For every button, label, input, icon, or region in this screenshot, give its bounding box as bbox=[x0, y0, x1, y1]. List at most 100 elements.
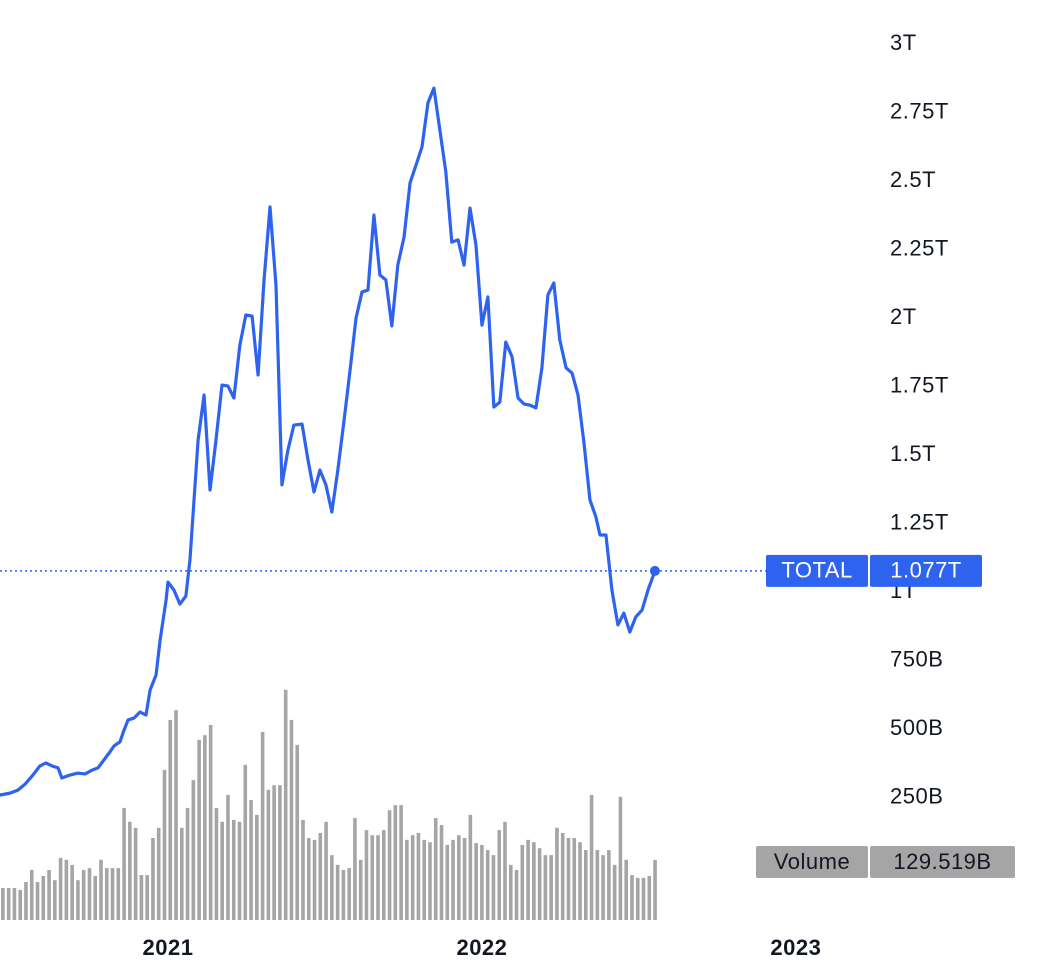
volume-bar bbox=[99, 859, 103, 920]
volume-bar bbox=[289, 719, 294, 920]
volume-bar bbox=[306, 838, 311, 920]
volume-bar bbox=[445, 844, 450, 920]
value-label: 129.519B bbox=[893, 849, 991, 874]
volume-bar bbox=[255, 814, 259, 920]
volume-bar bbox=[29, 869, 34, 920]
volume-bar bbox=[399, 805, 403, 920]
label-box bbox=[870, 846, 1015, 878]
volume-bar bbox=[35, 882, 40, 920]
volume-bar bbox=[433, 818, 438, 920]
volume-bar bbox=[520, 844, 525, 920]
volume-bar bbox=[41, 875, 46, 920]
volume-bar bbox=[474, 843, 478, 920]
volume-bar bbox=[485, 850, 490, 920]
volume-bar bbox=[318, 832, 323, 920]
volume-bar bbox=[133, 827, 138, 920]
volume-bar bbox=[370, 835, 375, 920]
volume-bar bbox=[381, 830, 386, 920]
volume-bar bbox=[641, 877, 646, 920]
volume-bar bbox=[560, 832, 565, 920]
label-box bbox=[870, 554, 982, 587]
volume-bar bbox=[514, 869, 519, 920]
volume-bar bbox=[566, 838, 571, 920]
y-tick-label: 1.25T bbox=[890, 509, 949, 534]
volume-bar bbox=[451, 839, 455, 920]
volume-bar bbox=[214, 807, 219, 920]
volume-bar bbox=[162, 769, 167, 920]
volume-bar bbox=[353, 818, 357, 920]
y-tick-label: 2.25T bbox=[890, 235, 949, 260]
volume-bar bbox=[18, 889, 22, 920]
volume-bar bbox=[491, 855, 496, 920]
volume-bar bbox=[630, 875, 634, 920]
label-box bbox=[766, 554, 868, 587]
volume-bar bbox=[468, 814, 473, 920]
volume-bar bbox=[607, 850, 611, 920]
volume-bar bbox=[12, 888, 17, 920]
volume-bar bbox=[1, 888, 5, 920]
volume-bar bbox=[168, 719, 173, 920]
volume-bar bbox=[376, 835, 380, 920]
volume-bar bbox=[653, 860, 657, 920]
volume-bar bbox=[260, 731, 265, 920]
volume-bar bbox=[508, 864, 513, 920]
volume-bar bbox=[272, 785, 276, 920]
volume-bar bbox=[197, 739, 201, 920]
volume-bar bbox=[104, 868, 109, 920]
volume-bar bbox=[462, 838, 467, 920]
volume-bar bbox=[618, 796, 623, 920]
volume-bar bbox=[439, 825, 444, 920]
volume-bar bbox=[497, 830, 502, 920]
last-point bbox=[649, 565, 660, 576]
volume-bar bbox=[93, 875, 98, 920]
volume-bar bbox=[583, 850, 588, 920]
volume-bar bbox=[24, 882, 28, 920]
volume-bar bbox=[503, 821, 507, 920]
volume-bar bbox=[589, 794, 594, 920]
x-tick-label: 2022 bbox=[456, 935, 507, 960]
volume-bar bbox=[601, 855, 605, 920]
volume-bar bbox=[81, 869, 86, 920]
y-tick-label: 1.5T bbox=[890, 441, 936, 466]
volume-bar bbox=[578, 842, 582, 920]
volume-bar bbox=[572, 838, 577, 920]
volume-bar bbox=[156, 827, 161, 920]
y-tick-label: 2.5T bbox=[890, 167, 936, 192]
volume-bar bbox=[295, 744, 300, 920]
volume-bar bbox=[457, 835, 461, 920]
y-tick-label: 750B bbox=[890, 646, 943, 671]
volume-bar bbox=[635, 877, 640, 920]
volume-bar bbox=[393, 805, 398, 920]
volume-bar bbox=[249, 800, 253, 920]
volume-bar bbox=[647, 875, 652, 920]
y-tick-label: 500B bbox=[890, 715, 943, 740]
volume-bar bbox=[312, 839, 317, 920]
volume-bar bbox=[301, 819, 305, 920]
x-tick-label: 2021 bbox=[142, 935, 193, 960]
volume-bar bbox=[76, 880, 80, 920]
volume-bar bbox=[116, 868, 121, 920]
value-label: 1.077T bbox=[890, 558, 962, 583]
volume-bar bbox=[174, 710, 178, 920]
volume-bar bbox=[226, 794, 230, 920]
series-name-label: Volume bbox=[774, 849, 850, 874]
volume-bar bbox=[405, 839, 409, 920]
volume-bar bbox=[549, 855, 553, 920]
volume-bar bbox=[231, 819, 236, 920]
price-line bbox=[0, 86, 657, 797]
volume-bar bbox=[428, 842, 432, 920]
volume-bar bbox=[208, 724, 213, 920]
volume-bar bbox=[47, 869, 51, 920]
volume-bar bbox=[595, 850, 600, 920]
volume-bar bbox=[58, 857, 63, 920]
volume-bar bbox=[341, 869, 346, 920]
volume-bar bbox=[87, 868, 92, 920]
series-name-label: TOTAL bbox=[781, 558, 852, 583]
volume-bar bbox=[203, 735, 207, 920]
volume-bar bbox=[122, 807, 126, 920]
volume-bar bbox=[145, 875, 149, 920]
volume-bar bbox=[335, 864, 340, 920]
y-tick-label: 2.75T bbox=[890, 98, 949, 123]
volume-bar bbox=[179, 827, 184, 920]
